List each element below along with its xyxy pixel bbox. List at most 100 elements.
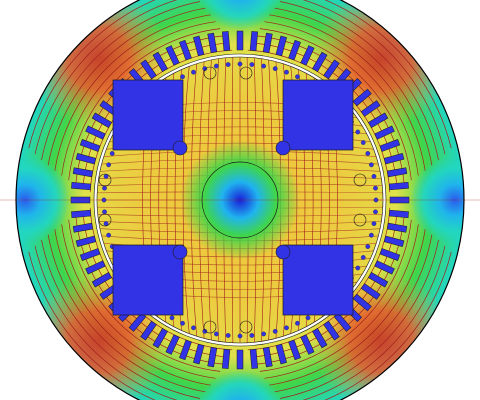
stator-slot (262, 32, 273, 54)
stator-slot (288, 39, 301, 61)
rotor-vent-hole (172, 244, 188, 260)
rotor-bar (355, 265, 361, 271)
stator-slot (85, 260, 106, 275)
rotor-bar (261, 63, 266, 69)
stator-flux-line (61, 224, 216, 379)
stator-slot (352, 293, 372, 312)
rotor-bar (295, 320, 300, 326)
stator-slot (388, 209, 409, 218)
rotor-bar (214, 63, 219, 69)
rotor-hole (239, 66, 253, 80)
stator-slot (288, 339, 301, 361)
stator-slot (165, 334, 180, 355)
rotor-bar (284, 69, 289, 75)
stator-slot (207, 32, 218, 54)
rotor-bar (225, 62, 231, 67)
stator-slot (300, 45, 315, 66)
stator-slot (379, 248, 401, 261)
stator-slot (222, 348, 231, 369)
rotor-bar (106, 232, 111, 238)
stator-flux-line (279, 1, 439, 161)
stator-slot (249, 348, 258, 369)
rotor-bar (365, 151, 371, 156)
rotor-bar (202, 66, 208, 71)
stator-slot (140, 59, 157, 80)
rotor-bar (284, 325, 289, 331)
rotor-bar (237, 333, 243, 339)
stator-slot (152, 51, 168, 72)
stator-flux-line (54, 14, 211, 171)
stator-slot (71, 182, 92, 191)
stator-slot (360, 283, 381, 300)
rotor-coil (112, 244, 184, 316)
stator-flux-line (285, 245, 446, 400)
rotor-holes (98, 66, 367, 334)
stator-slot (275, 35, 287, 57)
stator-flux-line (28, 251, 189, 400)
stator-slot (85, 125, 106, 140)
rotor-bar (191, 325, 196, 331)
rotor-hole (98, 173, 112, 187)
rotor-hole (203, 320, 217, 334)
stator-flux-line (34, 245, 195, 400)
stator-slot (374, 260, 395, 275)
stator-slot (165, 45, 180, 66)
stator-slot (379, 139, 401, 152)
stator-slot (152, 328, 168, 349)
stator-slot (179, 39, 192, 61)
stator-flux-line (34, 0, 195, 155)
stator-slot (193, 343, 205, 365)
rotor-bar (369, 232, 374, 238)
stator-slot (312, 51, 328, 72)
rotor-bar (214, 331, 219, 337)
stator-slot (352, 88, 372, 107)
stator-slot (79, 139, 101, 152)
rotor-hole (353, 213, 367, 227)
stator-flux-line (68, 219, 221, 372)
stator-flux-line (54, 229, 211, 386)
rotor-bar (109, 151, 115, 156)
stator-flux-line (269, 14, 426, 171)
rotor-coil (112, 79, 184, 151)
stator-slot (249, 31, 258, 52)
rotor-vent-hole (275, 140, 291, 156)
rotor-bar (261, 331, 266, 337)
rotor-bar (371, 174, 377, 179)
stator-slot (222, 31, 231, 52)
rotor-bar (360, 140, 366, 145)
rotor-bar (360, 255, 366, 260)
rotor-bar (371, 221, 377, 226)
rotor-bar (202, 329, 208, 334)
rotor-bar (169, 315, 175, 321)
stator-flux-line (47, 234, 206, 393)
stator-flux-line (264, 224, 419, 379)
stator-slot (368, 272, 389, 288)
stator-flux-line (264, 21, 419, 176)
stator-slot (300, 334, 315, 355)
rotor-vent-hole (275, 244, 291, 260)
stator-slot (323, 320, 340, 341)
stator-flux-line (291, 251, 452, 400)
stator-slot (368, 112, 389, 128)
stator-flux-line (47, 7, 206, 166)
stator-slot (386, 222, 408, 233)
rotor-bar (295, 74, 300, 80)
rotor-bar (249, 62, 255, 67)
rotor-bar (102, 209, 107, 215)
stator-slot (207, 346, 218, 368)
rotor-bar (355, 129, 361, 135)
rotor-bar (106, 162, 111, 168)
rotor-hole (353, 173, 367, 187)
stator-flux-line (269, 229, 426, 386)
stator-slot (374, 125, 395, 140)
stator-flux-line (279, 239, 439, 399)
stator-slot (360, 100, 381, 117)
rotor-bar (272, 66, 278, 71)
stator-slot (236, 349, 244, 370)
stator-slot (75, 153, 97, 165)
stator-flux-line (61, 21, 216, 176)
rotor-bar (369, 162, 374, 168)
stator-slot (75, 235, 97, 247)
